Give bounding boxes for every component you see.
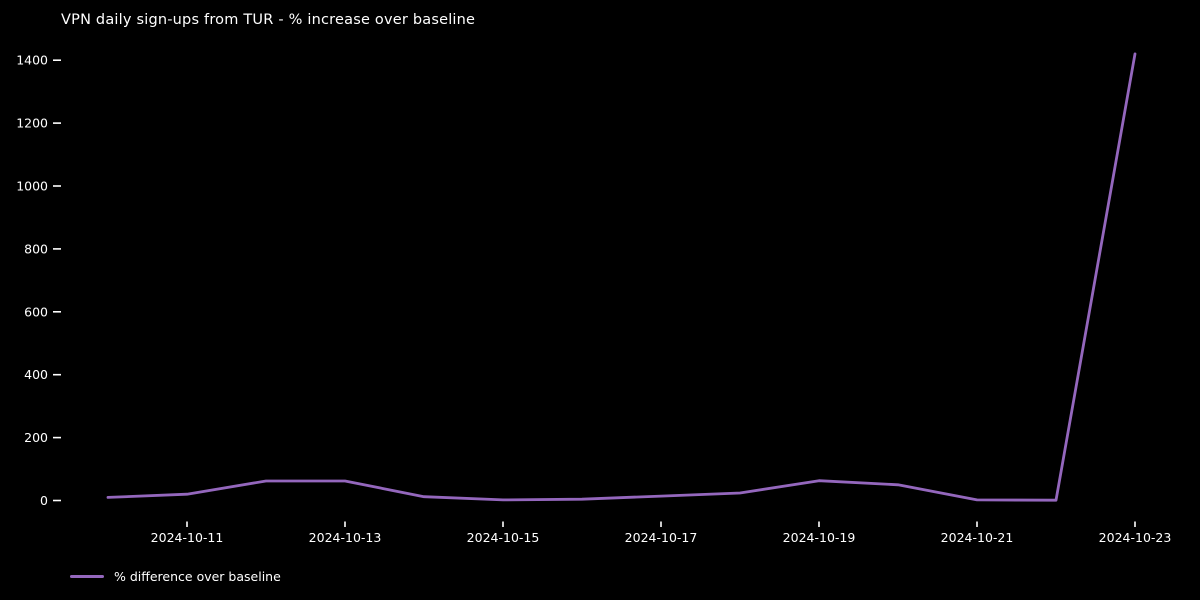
y-tick-label: 200	[24, 430, 48, 445]
x-tick-label: 2024-10-23	[1099, 530, 1172, 545]
series-line	[106, 52, 1137, 502]
x-tick-label: 2024-10-17	[625, 530, 698, 545]
x-tick-label: 2024-10-15	[467, 530, 540, 545]
legend-line-swatch	[70, 574, 104, 578]
y-tick-label: 1400	[16, 53, 48, 68]
y-tick-label: 1200	[16, 116, 48, 131]
x-tick-label: 2024-10-21	[941, 530, 1014, 545]
legend: % difference over baseline	[70, 567, 281, 585]
y-tick-label: 1000	[16, 179, 48, 194]
x-tick-label: 2024-10-13	[309, 530, 382, 545]
y-tick-label: 800	[24, 241, 48, 256]
legend-label: % difference over baseline	[114, 568, 281, 584]
x-tick-label: 2024-10-19	[783, 530, 856, 545]
x-tick-label: 2024-10-11	[151, 530, 224, 545]
y-tick-label: 600	[24, 304, 48, 319]
y-tick-label: 0	[40, 493, 48, 508]
chart-title: VPN daily sign-ups from TUR - % increase…	[61, 12, 476, 28]
y-tick-label: 400	[24, 367, 48, 382]
